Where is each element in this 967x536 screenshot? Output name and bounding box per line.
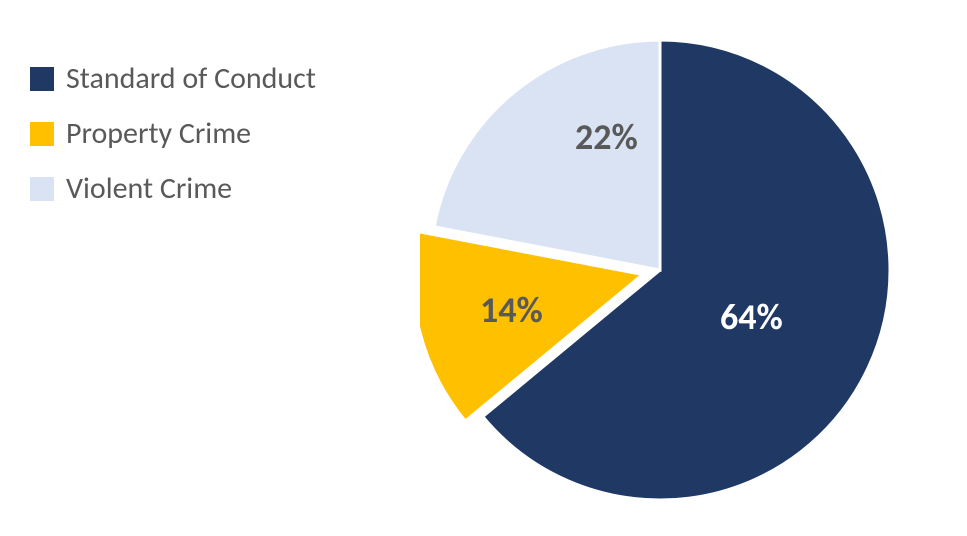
slice-label-2: 22% — [575, 115, 638, 159]
pie-chart — [420, 30, 900, 510]
legend: Standard of Conduct Property Crime Viole… — [30, 60, 316, 225]
legend-item: Standard of Conduct — [30, 60, 316, 97]
slice-label-1: 14% — [480, 288, 543, 332]
pie-svg — [420, 30, 900, 510]
slice-label-0: 64% — [720, 295, 783, 339]
legend-label-1: Property Crime — [66, 115, 251, 152]
legend-label-2: Violent Crime — [66, 170, 232, 207]
legend-label-0: Standard of Conduct — [66, 60, 316, 97]
legend-swatch-2 — [30, 177, 54, 201]
legend-item: Violent Crime — [30, 170, 316, 207]
legend-item: Property Crime — [30, 115, 316, 152]
legend-swatch-0 — [30, 67, 54, 91]
legend-swatch-1 — [30, 122, 54, 146]
chart-container: Standard of Conduct Property Crime Viole… — [0, 0, 967, 536]
